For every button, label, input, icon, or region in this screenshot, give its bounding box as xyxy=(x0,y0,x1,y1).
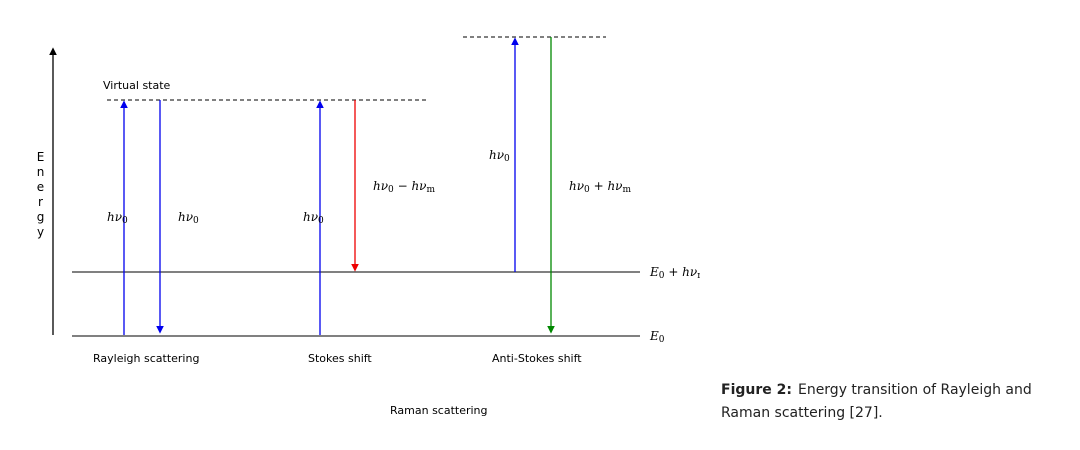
symbol: hν xyxy=(569,179,584,193)
caption: Stokes shift xyxy=(308,352,372,365)
math-label: hν0 − hνm xyxy=(373,179,435,195)
caption: Rayleigh scattering xyxy=(93,352,199,365)
symbol: + hν xyxy=(665,265,698,279)
symbol: E xyxy=(649,329,659,343)
caption: Raman scattering xyxy=(390,404,488,417)
symbol: hν xyxy=(373,179,388,193)
virtual-state-label: Virtual state xyxy=(103,79,171,92)
subscript: m xyxy=(426,185,435,195)
subscript: 0 xyxy=(504,154,510,164)
subscript: 0 xyxy=(388,185,394,195)
diagram: Energy Virtual state Rayleigh scattering… xyxy=(34,36,700,417)
math-label: E0 xyxy=(649,329,665,345)
subscript: 0 xyxy=(659,271,665,281)
symbol: hν xyxy=(303,210,318,224)
subscript: m xyxy=(697,271,700,281)
symbol: hν xyxy=(178,210,193,224)
math-label: hν0 xyxy=(178,210,199,226)
symbol: hν xyxy=(489,148,504,162)
figure-text: Energy transition of Rayleigh and Raman … xyxy=(721,382,1032,421)
subscript: 0 xyxy=(122,216,128,226)
symbol: − hν xyxy=(394,179,427,193)
math-label: E0 + hνm xyxy=(649,265,700,281)
symbol: + hν xyxy=(590,179,623,193)
subscript: m xyxy=(622,185,631,195)
figure-label: Figure 2: xyxy=(721,382,792,398)
symbol: hν xyxy=(107,210,122,224)
math-label: hν0 xyxy=(489,148,510,164)
subscript: 0 xyxy=(659,335,665,345)
subscript: 0 xyxy=(584,185,590,195)
caption: Anti-Stokes shift xyxy=(492,352,582,365)
subscript: 0 xyxy=(318,216,324,226)
math-label: hν0 xyxy=(303,210,324,226)
axis-label: Energy xyxy=(34,150,48,240)
math-label: hν0 xyxy=(107,210,128,226)
figure-caption: Figure 2: Energy transition of Rayleigh a… xyxy=(721,379,1041,425)
symbol: E xyxy=(649,265,659,279)
math-label: hν0 + hνm xyxy=(569,179,631,195)
subscript: 0 xyxy=(193,216,199,226)
